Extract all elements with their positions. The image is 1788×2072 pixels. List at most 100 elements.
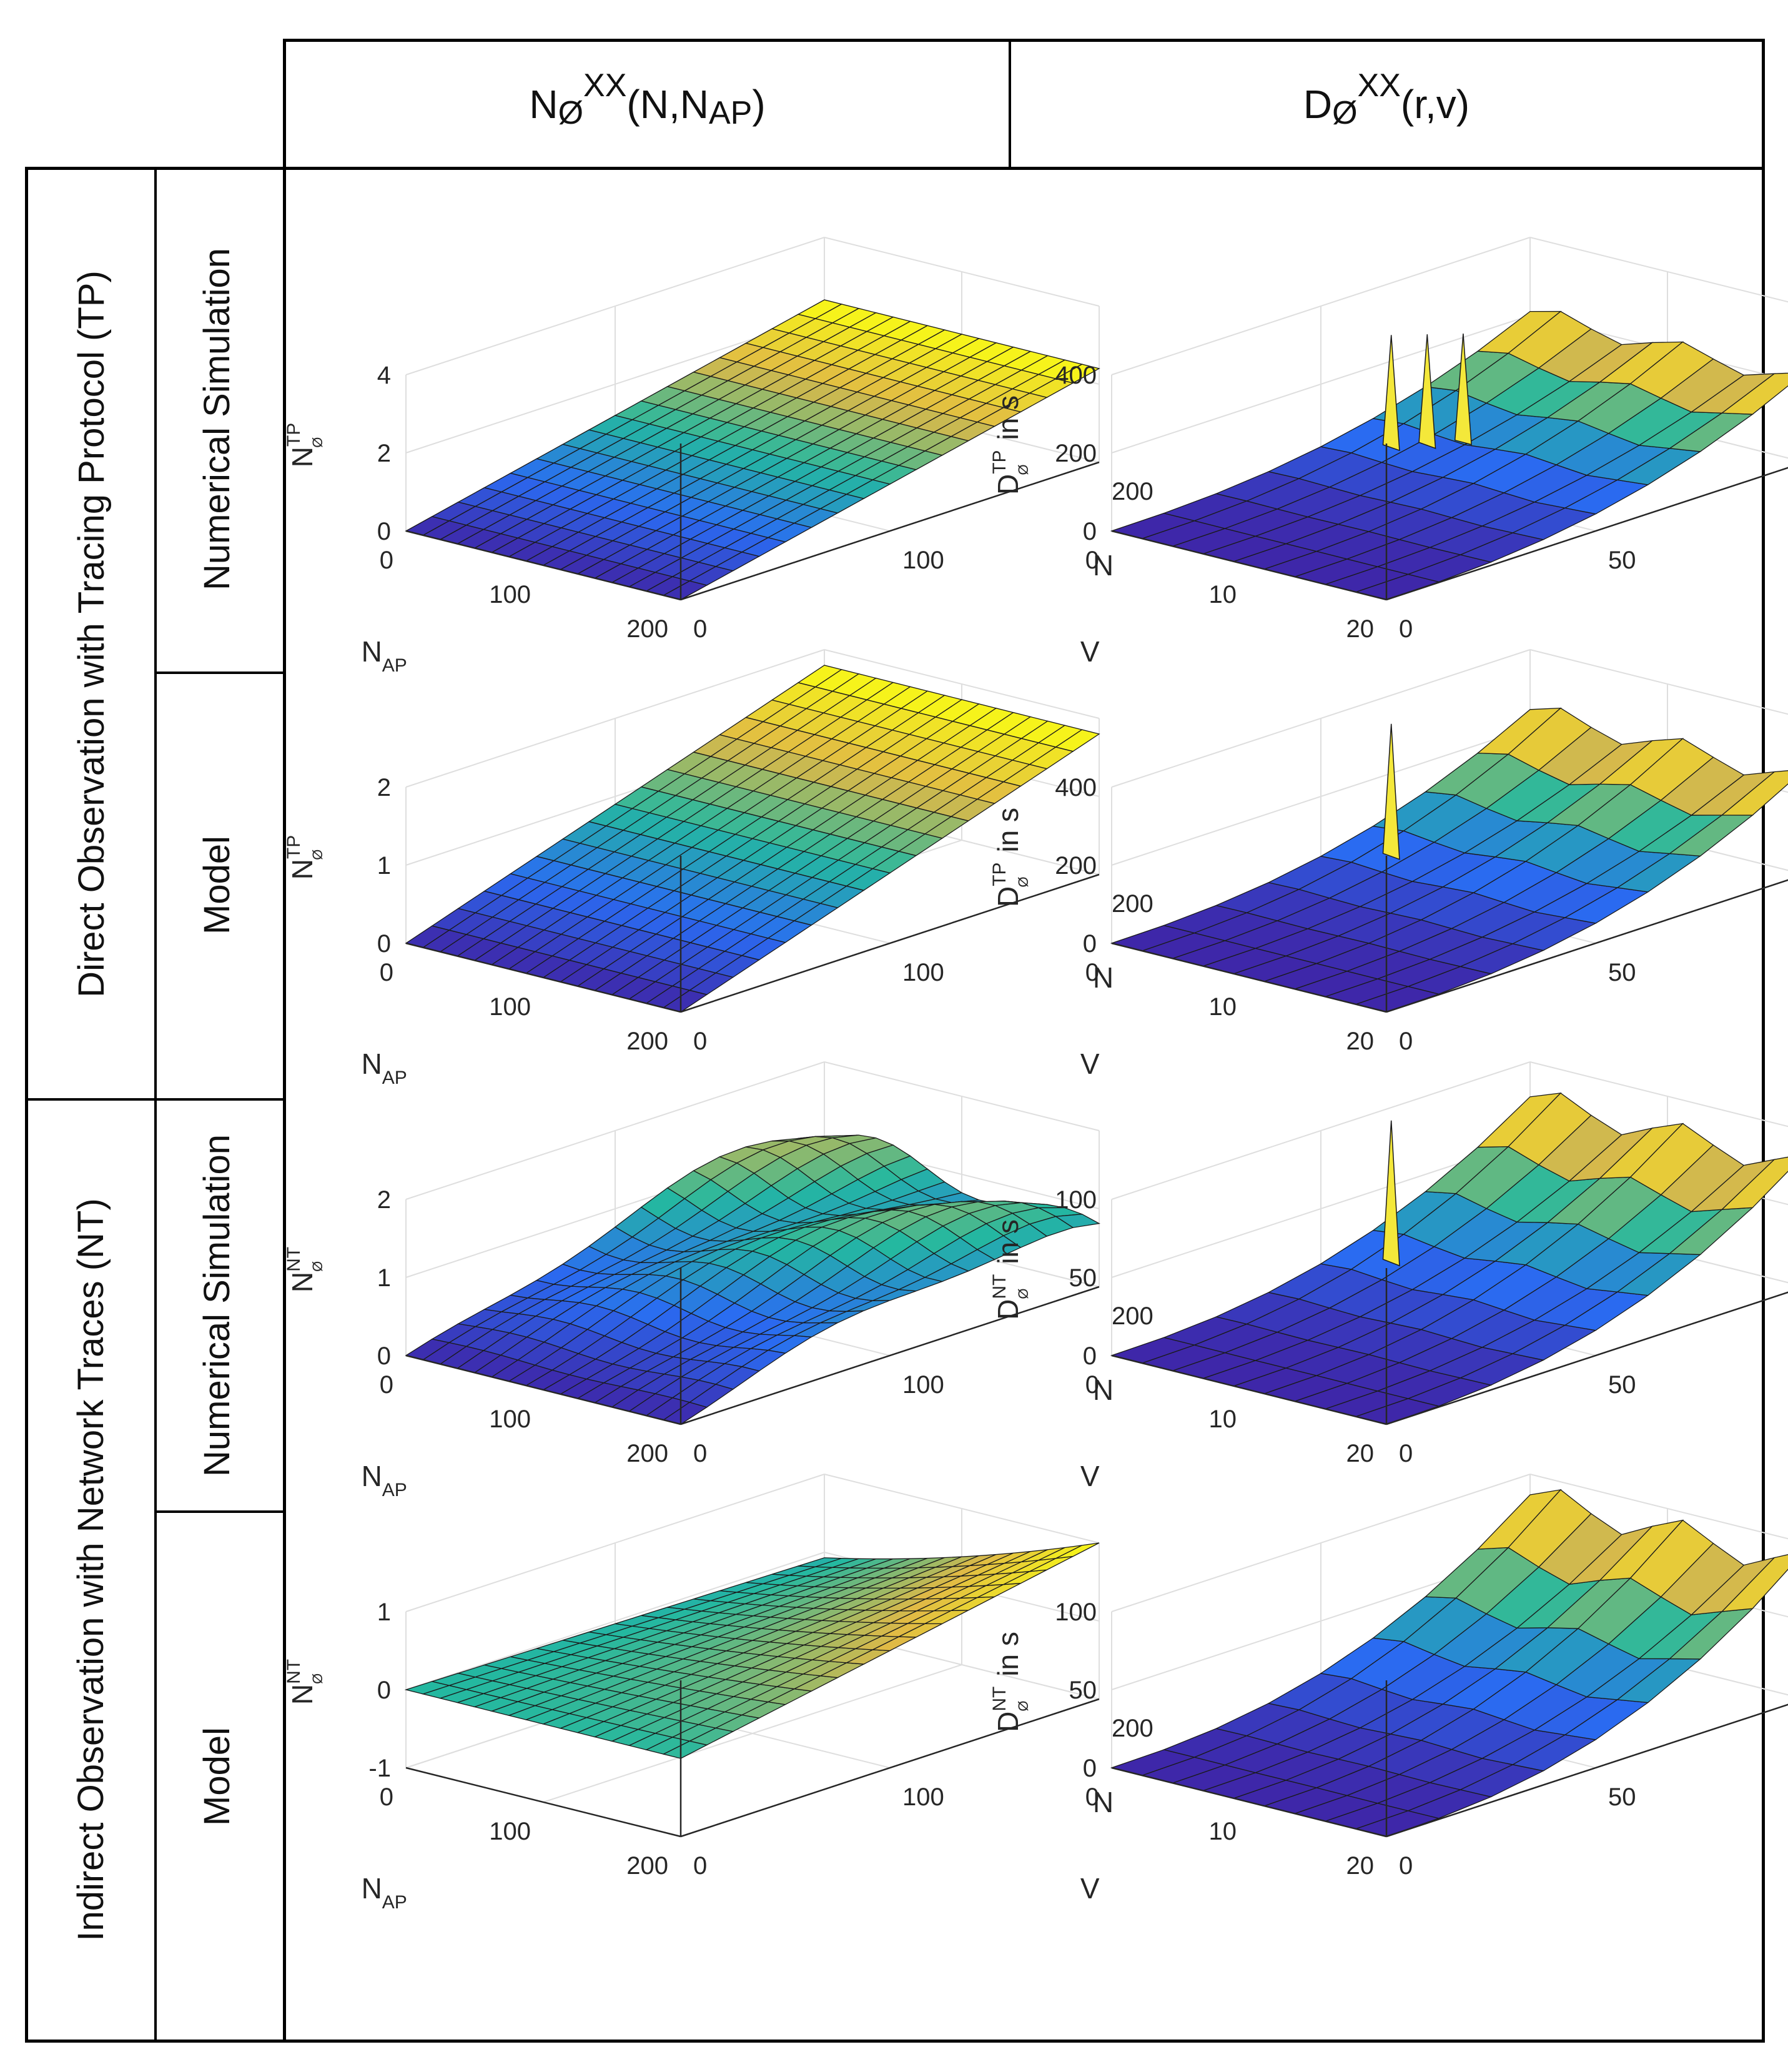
z-tick-label: 50 xyxy=(1069,1677,1097,1704)
z-axis-label-sup: NT xyxy=(989,1687,1010,1712)
y-axis-label: NAP xyxy=(362,1872,407,1913)
grid-line xyxy=(1111,237,1531,375)
x-axis-label: N xyxy=(1093,1786,1114,1818)
x-axis-label: N xyxy=(1093,1374,1114,1406)
y-axis-line xyxy=(1111,1767,1387,1838)
y-axis-line xyxy=(1111,1354,1387,1425)
x-tick-label: 0 xyxy=(1399,615,1413,643)
z-tick-label: 0 xyxy=(377,1677,391,1704)
surface-spike xyxy=(1454,334,1472,445)
z-axis-label: NTP Ø xyxy=(284,835,325,880)
x-tick-label: 0 xyxy=(1399,1440,1413,1467)
x-tick-label: 50 xyxy=(1608,547,1636,574)
x-tick-label: 100 xyxy=(902,547,944,574)
y-axis-line xyxy=(405,1767,681,1838)
grid-line xyxy=(405,1061,825,1200)
chart-D-NT-model: 05010001020050100RVDNTØ in s xyxy=(989,1474,1788,1905)
y-tick-label: 0 xyxy=(380,1783,393,1811)
z-axis-label-suffix: in s xyxy=(992,1632,1024,1684)
x-axis-line xyxy=(1386,467,1788,601)
y-tick-label: 0 xyxy=(1085,1371,1099,1399)
grid-line xyxy=(405,649,825,788)
table-border-bottom xyxy=(25,2040,1765,2043)
table-border-left xyxy=(25,167,28,2043)
z-tick-label: 0 xyxy=(1083,518,1097,545)
y-tick-label: 0 xyxy=(1085,547,1099,574)
header-n-sub1: Ø xyxy=(558,95,584,131)
y-tick-label: 0 xyxy=(380,1371,393,1399)
y-tick-label: 20 xyxy=(1346,1440,1375,1467)
grid-line xyxy=(1111,649,1531,788)
surface-spike xyxy=(1382,1120,1400,1267)
y-tick-label: 0 xyxy=(380,547,393,574)
y-tick-label: 100 xyxy=(489,1818,531,1845)
column-header-d: D Ø XX (r,v) xyxy=(1011,42,1762,167)
x-tick-label: 200 xyxy=(1112,478,1153,505)
x-axis-label: N xyxy=(1093,549,1114,582)
y-axis-line xyxy=(405,942,681,1013)
z-tick-label: 0 xyxy=(1083,930,1097,958)
y-tick-label: 200 xyxy=(626,1852,668,1880)
z-axis-label-sup: NT xyxy=(284,1659,304,1684)
z-axis-label-main: D xyxy=(992,886,1024,907)
y-axis-label-sub: AP xyxy=(382,1480,407,1500)
z-axis-label-main: N xyxy=(286,447,319,467)
x-tick-label: 50 xyxy=(1608,959,1636,986)
grid-line xyxy=(543,1664,962,1803)
header-n-close: ) xyxy=(752,82,766,127)
x-tick-label: 100 xyxy=(902,959,944,986)
y-tick-label: 10 xyxy=(1209,581,1237,608)
x-tick-label: 50 xyxy=(1608,1783,1636,1811)
y-axis-label: V xyxy=(1080,1872,1100,1905)
grid-line xyxy=(824,649,1100,719)
x-tick-label: 0 xyxy=(693,1852,707,1880)
x-axis-line xyxy=(1386,1703,1788,1838)
z-axis-label-main: N xyxy=(286,1272,319,1292)
z-axis-label-sub: Ø xyxy=(310,1261,325,1272)
plot-area-left-line xyxy=(283,39,286,2043)
z-tick-label: 0 xyxy=(377,518,391,545)
z-axis-label: NNT Ø xyxy=(284,1659,325,1705)
column-header-n: N Ø XX (N,N AP) xyxy=(286,42,1009,167)
grid-line xyxy=(1529,649,1788,715)
rowtype-divider-1 xyxy=(154,672,283,674)
z-tick-label: 2 xyxy=(377,774,391,801)
x-axis-line xyxy=(680,461,1100,601)
z-axis-label: DTP Ø in s xyxy=(989,808,1031,907)
y-axis-label: V xyxy=(1080,1048,1100,1080)
y-tick-label: 20 xyxy=(1346,1028,1375,1055)
z-axis-label-sub: Ø xyxy=(1015,464,1031,475)
z-tick-label: 100 xyxy=(1055,1186,1097,1214)
grid-line xyxy=(824,237,1100,307)
surface-patch xyxy=(1721,1554,1788,1612)
y-axis-line xyxy=(1111,530,1387,601)
y-tick-label: 10 xyxy=(1209,993,1237,1021)
z-tick-label: 0 xyxy=(377,930,391,958)
grid-line xyxy=(824,1061,1100,1131)
z-tick-label: 400 xyxy=(1055,774,1097,801)
y-axis-label: NAP xyxy=(362,1460,407,1500)
x-tick-label: 0 xyxy=(693,615,707,643)
z-tick-label: -1 xyxy=(368,1755,391,1782)
group-divider-horizontal xyxy=(25,1098,283,1101)
grid-line xyxy=(1111,1474,1531,1612)
surface-patch xyxy=(1054,1214,1100,1228)
z-axis-label-main: D xyxy=(992,474,1024,495)
y-tick-label: 200 xyxy=(626,615,668,643)
grid-line xyxy=(1529,1474,1788,1540)
y-tick-label: 200 xyxy=(626,1028,668,1055)
chart-D-TP-model: 020040001020050100RVDTPØ in s xyxy=(989,649,1788,1080)
z-axis-label-sup: TP xyxy=(989,450,1010,473)
z-axis-label-main: D xyxy=(992,1712,1024,1732)
surface-patch xyxy=(1721,1156,1788,1210)
z-axis-label: DNT Ø in s xyxy=(989,1632,1031,1732)
y-tick-label: 0 xyxy=(1085,959,1099,986)
group-divider-vertical xyxy=(154,167,157,2043)
x-axis-line xyxy=(680,1286,1100,1425)
header-d-sup: XX xyxy=(1357,67,1401,104)
x-tick-label: 200 xyxy=(1112,1302,1153,1330)
z-tick-label: 2 xyxy=(377,1186,391,1214)
header-d-args: (r,v) xyxy=(1400,82,1470,127)
